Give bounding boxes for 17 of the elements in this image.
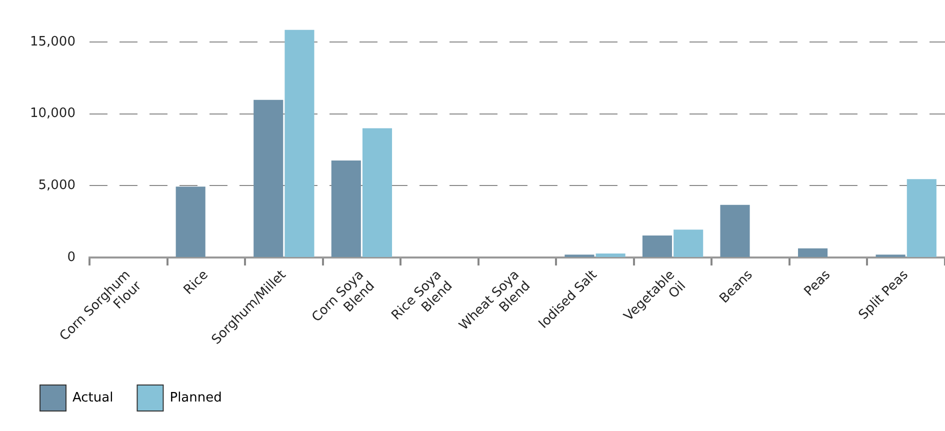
- y-tick-label: 5,000: [38, 178, 76, 194]
- bar: [331, 160, 361, 257]
- bar: [362, 128, 392, 257]
- bar: [642, 235, 672, 257]
- bar: [906, 179, 936, 257]
- y-tick-label: 15,000: [30, 34, 76, 50]
- bar: [674, 230, 704, 257]
- legend-label: Planned: [170, 390, 222, 406]
- y-tick-label: 10,000: [30, 106, 76, 122]
- bar: [284, 30, 314, 257]
- y-tick-label: 0: [67, 250, 76, 265]
- bar: [596, 253, 626, 257]
- bar: [798, 248, 828, 257]
- legend-label: Actual: [72, 390, 114, 406]
- bar: [720, 204, 750, 257]
- bar: [254, 100, 284, 257]
- bar: [176, 186, 206, 257]
